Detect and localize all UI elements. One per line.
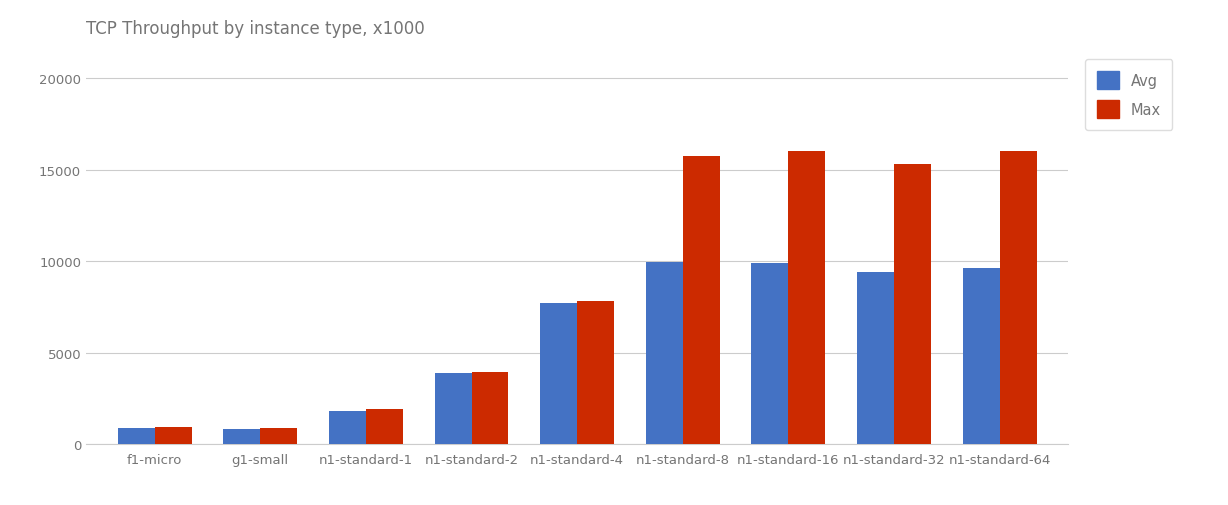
Bar	[366, 410, 403, 444]
Bar	[963, 268, 1000, 444]
Bar	[894, 165, 931, 444]
Legend: Avg, Max: Avg, Max	[1086, 60, 1173, 131]
Bar	[329, 412, 366, 444]
Bar	[155, 427, 192, 444]
Bar	[788, 152, 825, 444]
Bar	[260, 428, 297, 444]
Text: TCP Throughput by instance type, x1000: TCP Throughput by instance type, x1000	[86, 20, 425, 38]
Bar	[683, 157, 720, 444]
Bar	[646, 263, 683, 444]
Bar	[857, 273, 894, 444]
Bar	[540, 304, 577, 444]
Bar	[435, 373, 472, 444]
Bar	[223, 429, 260, 444]
Bar	[472, 372, 508, 444]
Bar	[1000, 152, 1036, 444]
Bar	[752, 264, 788, 444]
Bar	[577, 302, 614, 444]
Bar	[118, 428, 155, 444]
